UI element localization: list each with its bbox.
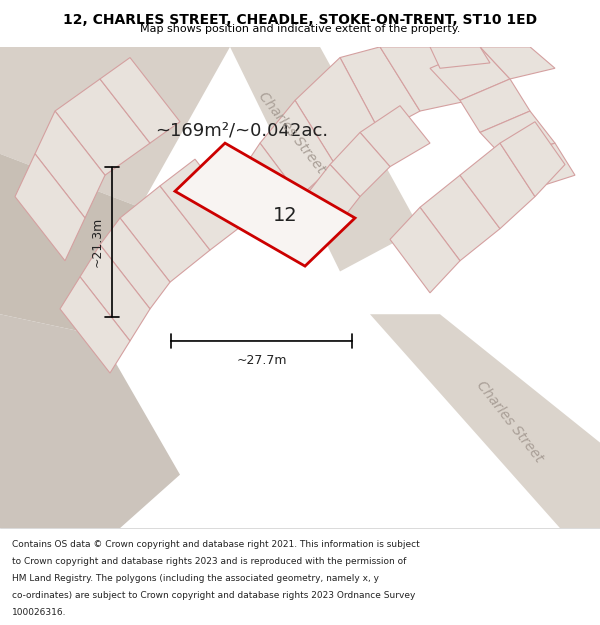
Polygon shape — [390, 208, 460, 293]
Polygon shape — [100, 58, 180, 143]
Polygon shape — [330, 132, 390, 197]
Polygon shape — [505, 143, 575, 191]
Polygon shape — [0, 47, 230, 208]
Polygon shape — [35, 111, 105, 218]
Text: to Crown copyright and database rights 2023 and is reproduced with the permissio: to Crown copyright and database rights 2… — [12, 557, 406, 566]
Text: ~27.7m: ~27.7m — [236, 354, 287, 367]
Text: Charles Street: Charles Street — [256, 89, 328, 176]
Text: Map shows position and indicative extent of the property.: Map shows position and indicative extent… — [140, 24, 460, 34]
Polygon shape — [340, 47, 420, 132]
Polygon shape — [0, 154, 140, 336]
Text: ~21.3m: ~21.3m — [91, 217, 104, 267]
Polygon shape — [280, 197, 335, 259]
Polygon shape — [500, 122, 565, 197]
Polygon shape — [420, 175, 500, 261]
Text: Charles Street: Charles Street — [474, 378, 546, 464]
Polygon shape — [15, 154, 85, 261]
Polygon shape — [0, 314, 180, 528]
Polygon shape — [80, 245, 150, 341]
Polygon shape — [100, 218, 170, 309]
Text: 100026316.: 100026316. — [12, 608, 67, 616]
Polygon shape — [235, 143, 300, 234]
Text: co-ordinates) are subject to Crown copyright and database rights 2023 Ordnance S: co-ordinates) are subject to Crown copyr… — [12, 591, 415, 599]
Polygon shape — [380, 47, 470, 111]
Polygon shape — [260, 101, 335, 197]
Polygon shape — [460, 143, 535, 229]
Text: ~169m²/~0.042ac.: ~169m²/~0.042ac. — [155, 121, 328, 139]
Polygon shape — [430, 47, 490, 68]
Polygon shape — [175, 143, 355, 266]
Polygon shape — [60, 277, 130, 373]
Text: Contains OS data © Crown copyright and database right 2021. This information is : Contains OS data © Crown copyright and d… — [12, 540, 420, 549]
Polygon shape — [120, 186, 210, 282]
Polygon shape — [460, 79, 530, 132]
Text: 12: 12 — [272, 206, 298, 226]
Polygon shape — [370, 314, 600, 528]
Polygon shape — [360, 106, 430, 167]
Polygon shape — [55, 79, 150, 175]
Text: 12, CHARLES STREET, CHEADLE, STOKE-ON-TRENT, ST10 1ED: 12, CHARLES STREET, CHEADLE, STOKE-ON-TR… — [63, 13, 537, 27]
Polygon shape — [295, 58, 380, 164]
Text: HM Land Registry. The polygons (including the associated geometry, namely x, y: HM Land Registry. The polygons (includin… — [12, 574, 379, 582]
Polygon shape — [305, 164, 360, 229]
Polygon shape — [480, 47, 555, 79]
Polygon shape — [230, 47, 420, 271]
Polygon shape — [160, 159, 245, 250]
Polygon shape — [480, 111, 555, 159]
Polygon shape — [430, 47, 510, 101]
